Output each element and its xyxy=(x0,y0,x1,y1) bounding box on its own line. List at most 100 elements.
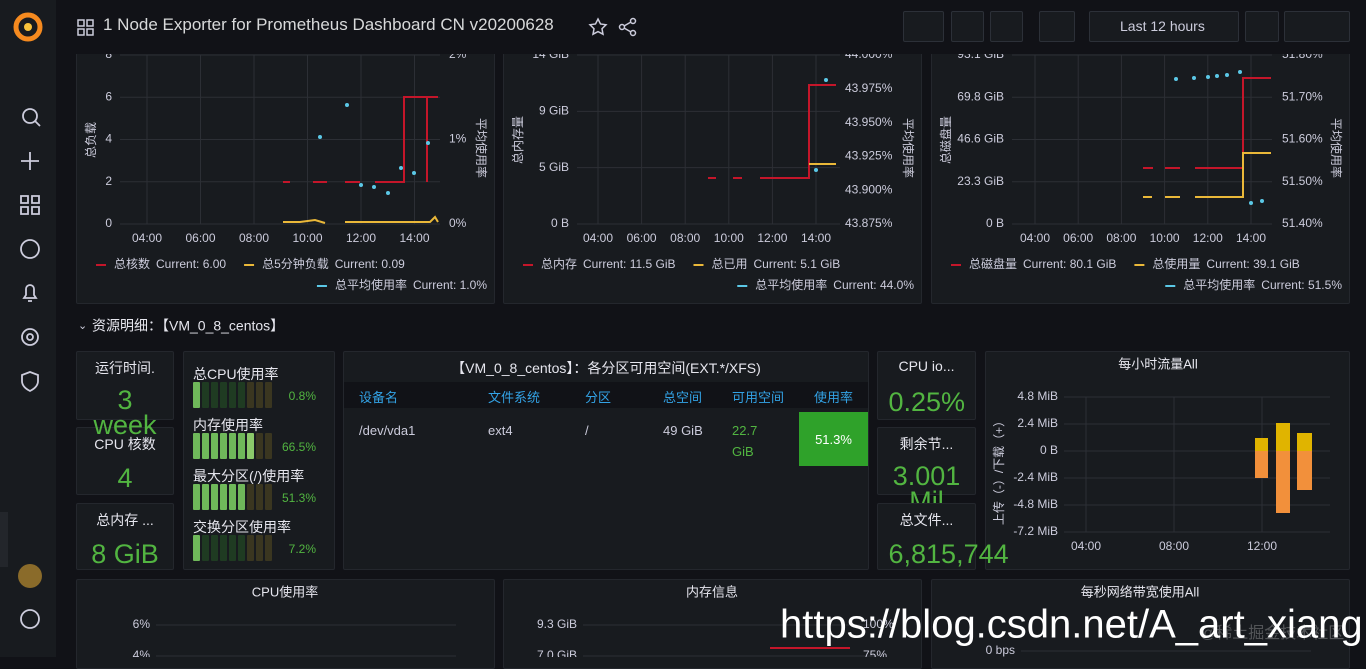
table-cell: / xyxy=(585,423,589,438)
gauge-cell xyxy=(193,535,200,561)
stat-title: CPU 核数 xyxy=(94,436,156,452)
gauge-cell xyxy=(211,535,218,561)
gauge-cell xyxy=(220,484,227,510)
graph-panel xyxy=(931,579,1350,669)
stat-title: 运行时间. xyxy=(95,360,155,376)
header: ⌄ 1 Node Exporter for Prometheus Dashboa… xyxy=(56,0,1366,54)
gauge-cell xyxy=(211,382,218,408)
stat-panel: 剩余节... 3.001 Mil xyxy=(877,427,976,515)
gauge-cell xyxy=(193,433,200,459)
search-icon[interactable] xyxy=(22,108,38,124)
logo-core xyxy=(24,23,32,31)
alert-icon[interactable] xyxy=(22,284,38,302)
gauge-label: 总CPU使用率 xyxy=(193,366,279,382)
gauge-cell xyxy=(220,382,227,408)
stat-value: 3 week xyxy=(93,385,157,440)
stat-value: 4 xyxy=(117,463,133,493)
sidebar xyxy=(0,0,56,657)
gauge-cell xyxy=(202,382,209,408)
stat-value-box: 0.25% xyxy=(878,387,975,417)
logo[interactable] xyxy=(13,12,43,42)
zoom-out-button[interactable] xyxy=(1245,11,1279,42)
star-icon[interactable] xyxy=(588,17,608,36)
stat-panel: CPU 核数 4 xyxy=(76,427,174,495)
stat-value: 8 GiB xyxy=(91,539,159,569)
gauge-cell xyxy=(229,382,236,408)
settings-button[interactable] xyxy=(990,11,1023,42)
stat-value-box: 8 GiB xyxy=(77,539,173,569)
gauge-cell xyxy=(256,484,263,510)
gauge-value: 0.8% xyxy=(288,389,316,403)
gauge-cell xyxy=(220,433,227,459)
gauge-cell xyxy=(220,535,227,561)
stat-title: CPU io... xyxy=(898,358,955,374)
shield-icon[interactable] xyxy=(21,371,39,393)
graph-panel xyxy=(931,40,1350,304)
column-header[interactable]: 可用空间 xyxy=(732,390,785,405)
gauge-cell xyxy=(229,535,236,561)
gauge-cell xyxy=(229,433,236,459)
stat-value: 0.25% xyxy=(888,387,966,417)
gauge-value: 66.5% xyxy=(281,440,316,454)
gauge-cell xyxy=(238,433,245,459)
gauge-cell xyxy=(193,382,200,408)
table-panel: 【VM_0_8_centos】：各分区可用空间(EXT.*/XFS) 设备名 文件系… xyxy=(343,351,869,570)
create-icon[interactable] xyxy=(21,152,39,170)
stat-title: 总文件... xyxy=(899,512,954,528)
gauge-cell xyxy=(202,433,209,459)
stat-panel: 总内存 ... 8 GiB xyxy=(76,503,174,570)
graph-panel xyxy=(503,579,922,669)
gauge-label: 最大分区(/)使用率 xyxy=(193,468,305,484)
column-header[interactable]: 分区 xyxy=(585,390,612,405)
avatar[interactable] xyxy=(18,564,42,588)
column-header[interactable]: 文件系统 xyxy=(488,390,541,405)
apps-icon[interactable] xyxy=(77,19,94,36)
gauge-cell xyxy=(256,382,263,408)
table-header-bg xyxy=(344,382,868,408)
config-icon[interactable] xyxy=(21,328,39,346)
gauge-cell xyxy=(202,535,209,561)
column-header[interactable]: 使用率 xyxy=(814,390,854,405)
add-panel-button[interactable] xyxy=(903,11,944,42)
gauge-value: 7.2% xyxy=(288,542,316,556)
column-header[interactable]: 设备名 xyxy=(359,390,399,405)
explore-icon[interactable] xyxy=(20,239,40,259)
gauge-value: 51.3% xyxy=(281,491,316,505)
graph-panel xyxy=(503,40,922,304)
dashboards-icon[interactable] xyxy=(20,195,40,215)
section-title: 资源明细：【VM_0_8_centos】 xyxy=(92,318,284,334)
stat-panel: 运行时间. 3 week xyxy=(76,351,174,439)
config-core xyxy=(26,333,34,341)
gauge-cell xyxy=(247,382,254,408)
gauge-cell xyxy=(265,433,272,459)
section-chevron: ⌄ xyxy=(78,320,87,332)
time-picker[interactable]: Last 12 hours xyxy=(1089,11,1239,42)
gauge-cell xyxy=(193,484,200,510)
gauge-cell xyxy=(238,382,245,408)
share-icon[interactable] xyxy=(618,17,637,37)
stat-title: 剩余节... xyxy=(899,436,954,452)
gauge-cell xyxy=(247,484,254,510)
gauge-cell xyxy=(265,382,272,408)
stat-value-box: 4 xyxy=(77,463,173,493)
table-cell: ext4 xyxy=(488,423,513,438)
table-cell: 49 GiB xyxy=(663,423,703,438)
column-header[interactable]: 总空间 xyxy=(663,390,703,405)
gauge-cell xyxy=(265,535,272,561)
graph-panel xyxy=(76,579,495,669)
graph-panel xyxy=(76,40,495,304)
search-handle xyxy=(34,120,41,127)
scroll-handle xyxy=(0,512,8,567)
tv-button[interactable] xyxy=(1039,11,1075,42)
save-button[interactable] xyxy=(951,11,984,42)
gauge-cell xyxy=(256,433,263,459)
gauge-cell xyxy=(238,535,245,561)
gauge-cell xyxy=(247,535,254,561)
refresh-button[interactable] xyxy=(1284,11,1350,42)
dashboard-title[interactable]: 1 Node Exporter for Prometheus Dashboard… xyxy=(103,15,554,34)
gauge-label: 内存使用率 xyxy=(193,417,263,433)
help-icon[interactable] xyxy=(20,609,40,629)
gauge-cell xyxy=(229,484,236,510)
gauge-cell xyxy=(256,535,263,561)
bar-gauge-panel: 总CPU使用率 0.8% 内存使用率 66.5% 最大分区(/)使用率 51.3% 交换分区… xyxy=(183,351,335,570)
